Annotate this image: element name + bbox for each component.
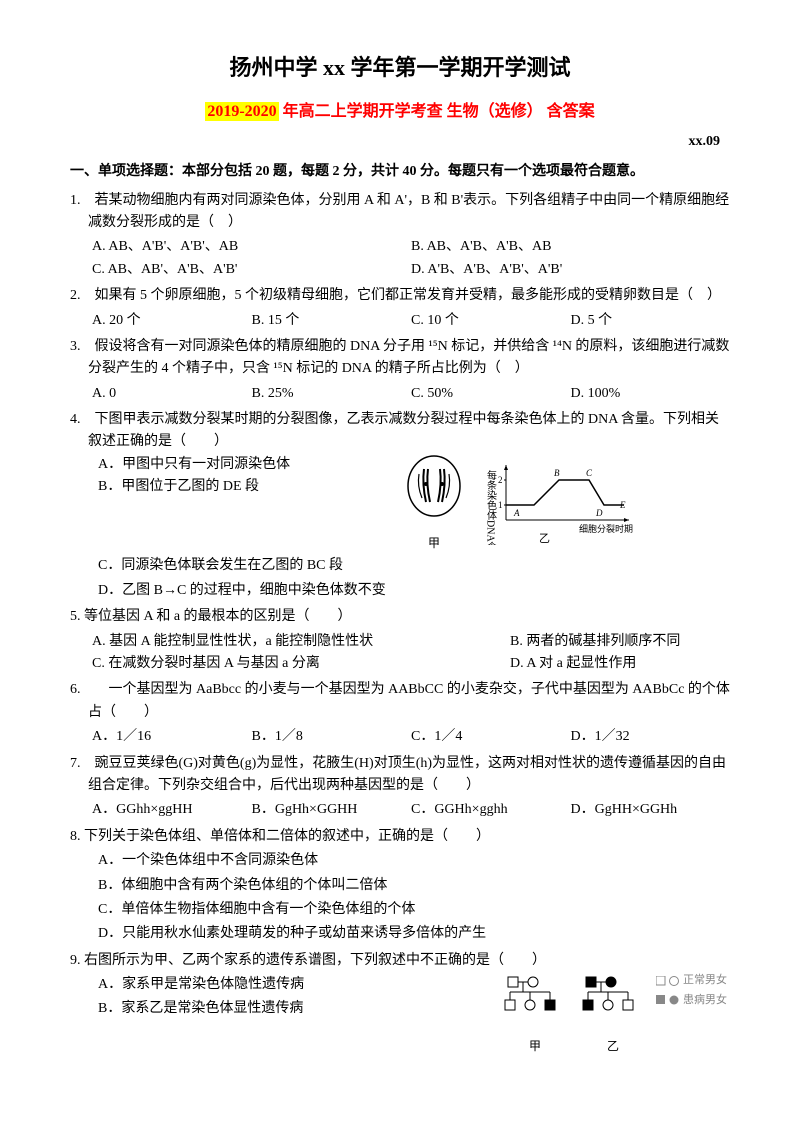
q9-pedigree-jia: 甲 [500, 972, 570, 1057]
q5-text: 5. 等位基因 A 和 a 的最根本的区别是（ ） [70, 606, 730, 628]
q4-figure-jia: 甲 [404, 454, 464, 554]
q2-text: 2. 如果有 5 个卵原细胞，5 个初级精母细胞，它们都正常发育并受精，最多能形… [70, 285, 730, 307]
q4-caption-yi: 乙 [539, 532, 550, 545]
q5-opt-c: C. 在减数分裂时基因 A 与基因 a 分离 [92, 653, 510, 675]
q4-figure-yi: 每条染色体DNA含量 1 2 A B C D E 细胞分裂时期 乙 [484, 460, 634, 553]
q1-text: 1. 若某动物细胞内有两对同源染色体，分别用 A 和 A'，B 和 B'表示。下… [70, 190, 730, 235]
q4-opt-a: A．甲图中只有一对同源染色体 [98, 454, 298, 476]
q7-opt-b: B．GgHh×GGHH [252, 799, 412, 821]
subtitle-highlight: 2019-2020 [205, 102, 278, 121]
q9-text: 9. 右图所示为甲、乙两个家系的遗传系谱图，下列叙述中不正确的是（ ） [70, 950, 730, 972]
q2-opt-b: B. 15 个 [252, 310, 412, 332]
q8-opt-d: D．只能用秋水仙素处理萌发的种子或幼苗来诱导多倍体的产生 [70, 923, 730, 945]
q7-opt-d: D．GgHH×GGHh [571, 799, 731, 821]
q6-opt-b: B．1／8 [252, 726, 412, 748]
q2-opt-c: C. 10 个 [411, 310, 571, 332]
svg-text:B: B [554, 468, 560, 478]
section-1-heading: 一、单项选择题：本部分包括 20 题，每题 2 分，共计 40 分。每题只有一个… [70, 161, 730, 183]
q9-pedigree-yi: 乙 [578, 972, 648, 1057]
question-3: 3. 假设将含有一对同源染色体的精原细胞的 DNA 分子用 ¹⁵N 标记，并供给… [70, 336, 730, 405]
svg-text:2: 2 [498, 475, 503, 485]
q8-opt-a: A．一个染色体组中不含同源染色体 [70, 850, 730, 872]
q6-text: 6. 一个基因型为 AaBbcc 的小麦与一个基因型为 AABbCC 的小麦杂交… [70, 679, 730, 724]
page-title: 扬州中学 xx 学年第一学期开学测试 [70, 50, 730, 85]
q5-opt-a: A. 基因 A 能控制显性性状，a 能控制隐性性状 [92, 631, 510, 653]
svg-text:A: A [513, 508, 520, 518]
q7-opt-c: C．GGHh×gghh [411, 799, 571, 821]
q9-opt-a: A．家系甲是常染色体隐性遗传病 [70, 974, 500, 996]
q2-opt-a: A. 20 个 [92, 310, 252, 332]
question-7: 7. 豌豆豆荚绿色(G)对黄色(g)为显性，花腋生(H)对顶生(h)为显性，这两… [70, 753, 730, 822]
q3-opt-b: B. 25% [252, 383, 412, 405]
q3-opt-a: A. 0 [92, 383, 252, 405]
q8-opt-b: B．体细胞中含有两个染色体组的个体叫二倍体 [70, 875, 730, 897]
question-2: 2. 如果有 5 个卵原细胞，5 个初级精母细胞，它们都正常发育并受精，最多能形… [70, 285, 730, 332]
q7-text: 7. 豌豆豆荚绿色(G)对黄色(g)为显性，花腋生(H)对顶生(h)为显性，这两… [70, 753, 730, 798]
svg-text:D: D [595, 508, 603, 518]
q6-opt-d: D．1／32 [571, 726, 731, 748]
legend-affected: 患病男女 [683, 992, 727, 1010]
svg-text:1: 1 [498, 500, 503, 510]
question-8: 8. 下列关于染色体组、单倍体和二倍体的叙述中，正确的是（ ） A．一个染色体组… [70, 826, 730, 946]
question-6: 6. 一个基因型为 AaBbcc 的小麦与一个基因型为 AABbCC 的小麦杂交… [70, 679, 730, 748]
q4-opt-d: D．乙图 B→C 的过程中，细胞中染色体数不变 [70, 580, 730, 602]
q5-opt-d: D. A 对 a 起显性作用 [510, 653, 730, 675]
question-9: 9. 右图所示为甲、乙两个家系的遗传系谱图，下列叙述中不正确的是（ ） A．家系… [70, 950, 730, 1057]
q9-caption-yi: 乙 [578, 1037, 648, 1056]
q9-caption-jia: 甲 [500, 1037, 570, 1056]
q8-text: 8. 下列关于染色体组、单倍体和二倍体的叙述中，正确的是（ ） [70, 826, 730, 848]
question-1: 1. 若某动物细胞内有两对同源染色体，分别用 A 和 A'，B 和 B'表示。下… [70, 190, 730, 282]
q3-text: 3. 假设将含有一对同源染色体的精原细胞的 DNA 分子用 ¹⁵N 标记，并供给… [70, 336, 730, 381]
q6-opt-c: C．1／4 [411, 726, 571, 748]
svg-text:C: C [586, 468, 593, 478]
svg-text:E: E [619, 500, 626, 510]
legend-normal: 正常男女 [683, 972, 727, 990]
q3-opt-c: C. 50% [411, 383, 571, 405]
q4-text: 4. 下图甲表示减数分裂某时期的分裂图像，乙表示减数分裂过程中每条染色体上的 D… [70, 409, 730, 454]
q9-opt-b: B．家系乙是常染色体显性遗传病 [70, 998, 500, 1020]
q4-caption-jia: 甲 [404, 534, 464, 553]
q5-opt-b: B. 两者的碱基排列顺序不同 [510, 631, 730, 653]
q3-opt-d: D. 100% [571, 383, 731, 405]
question-5: 5. 等位基因 A 和 a 的最根本的区别是（ ） A. 基因 A 能控制显性性… [70, 606, 730, 675]
q7-opt-a: A．GGhh×ggHH [92, 799, 252, 821]
q1-opt-c: C. AB、AB'、A'B、A'B' [92, 259, 411, 281]
page-date: xx.09 [70, 131, 730, 153]
q4-xlabel: 细胞分裂时期 [579, 523, 633, 534]
q4-ylabel: 每条染色体DNA含量 [485, 469, 497, 545]
q4-opt-b: B．甲图位于乙图的 DE 段 [98, 476, 298, 498]
question-4: 4. 下图甲表示减数分裂某时期的分裂图像，乙表示减数分裂过程中每条染色体上的 D… [70, 409, 730, 602]
q1-opt-b: B. AB、A'B、A'B、AB [411, 236, 730, 258]
q1-opt-a: A. AB、A'B'、A'B'、AB [92, 236, 411, 258]
q9-legend: 正常男女 患病男女 [656, 972, 727, 1011]
q4-opt-c: C．同源染色体联会发生在乙图的 BC 段 [70, 555, 730, 577]
subtitle-text: 年高二上学期开学考查 生物（选修） 含答案 [279, 103, 595, 120]
q8-opt-c: C．单倍体生物指体细胞中含有一个染色体组的个体 [70, 899, 730, 921]
q1-opt-d: D. A'B、A'B、A'B'、A'B' [411, 259, 730, 281]
q6-opt-a: A．1／16 [92, 726, 252, 748]
q2-opt-d: D. 5 个 [571, 310, 731, 332]
page-subtitle: 2019-2020 年高二上学期开学考查 生物（选修） 含答案 [70, 99, 730, 125]
